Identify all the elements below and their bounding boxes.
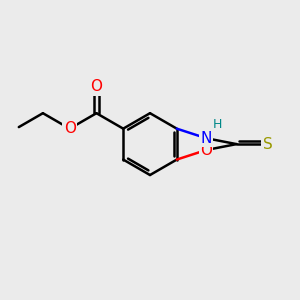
Text: H: H bbox=[213, 118, 222, 131]
Text: O: O bbox=[200, 142, 212, 158]
Text: N: N bbox=[200, 131, 212, 146]
Text: S: S bbox=[262, 136, 272, 152]
Text: O: O bbox=[64, 121, 76, 136]
Text: O: O bbox=[91, 80, 103, 94]
